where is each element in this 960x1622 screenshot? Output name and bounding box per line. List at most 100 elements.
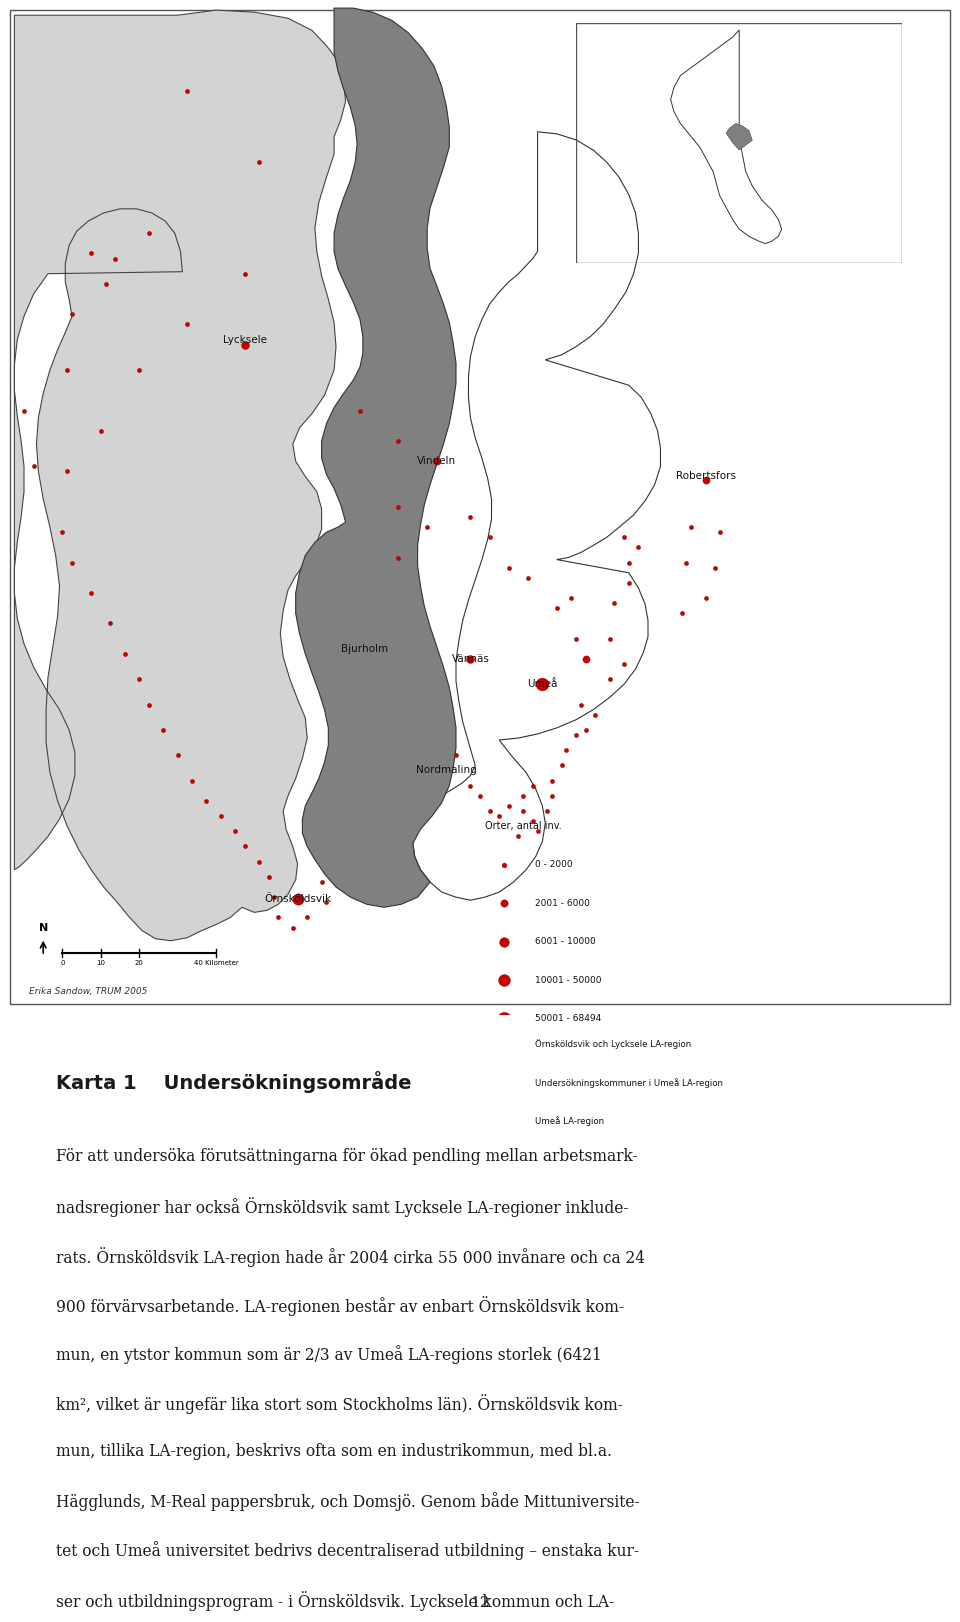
Text: N: N <box>38 923 48 933</box>
Point <box>252 149 267 175</box>
Point <box>319 889 334 915</box>
Text: 40 Kilometer: 40 Kilometer <box>194 960 238 967</box>
Point <box>535 672 550 697</box>
Point <box>314 869 329 895</box>
Text: 2001 - 6000: 2001 - 6000 <box>535 899 589 908</box>
Point <box>237 261 252 287</box>
Point <box>184 767 200 793</box>
Text: 12: 12 <box>470 1596 490 1611</box>
Text: 50001 - 68494: 50001 - 68494 <box>535 1014 601 1023</box>
Point <box>429 448 444 474</box>
Point <box>132 667 147 693</box>
Point <box>544 767 560 793</box>
Polygon shape <box>671 29 781 243</box>
Point <box>602 626 617 652</box>
Point <box>26 453 41 478</box>
Point <box>501 793 516 819</box>
Text: Karta 1    Undersökningsområde: Karta 1 Undersökningsområde <box>56 1072 411 1093</box>
Point <box>463 504 478 530</box>
Point <box>420 514 435 540</box>
Point <box>568 722 584 748</box>
Point <box>712 519 728 545</box>
Text: Umeå: Umeå <box>527 680 558 689</box>
Point <box>93 418 108 444</box>
Point <box>621 569 636 595</box>
Point <box>237 331 252 357</box>
Point <box>290 886 305 912</box>
Point <box>501 555 516 581</box>
Point <box>391 545 406 571</box>
Text: Örnsköldsvik och Lycksele LA-region: Örnsköldsvik och Lycksele LA-region <box>535 1040 691 1049</box>
Text: 6001 - 10000: 6001 - 10000 <box>535 938 595 946</box>
Point <box>391 493 406 519</box>
Point <box>511 824 526 850</box>
Point <box>228 817 243 843</box>
Text: Vindeln: Vindeln <box>418 456 456 466</box>
Point <box>60 357 75 383</box>
Point <box>352 397 368 423</box>
Point <box>684 514 699 540</box>
Point <box>525 808 540 834</box>
Point <box>199 788 214 814</box>
Point <box>520 564 536 590</box>
Point <box>156 717 171 743</box>
Point <box>64 550 80 576</box>
Point <box>132 357 147 383</box>
Point <box>698 467 713 493</box>
Text: Vännäs: Vännäs <box>451 654 490 663</box>
Point <box>16 397 32 423</box>
Text: För att undersöka förutsättningarna för ökad pendling mellan arbetsmark-: För att undersöka förutsättningarna för … <box>56 1148 637 1165</box>
Polygon shape <box>14 10 346 941</box>
Point <box>544 783 560 809</box>
Point <box>448 743 464 769</box>
Point <box>84 240 99 266</box>
Text: 0 - 2000: 0 - 2000 <box>535 860 572 869</box>
Point <box>492 803 507 829</box>
Text: Bjurholm: Bjurholm <box>341 644 389 654</box>
Point <box>549 595 564 621</box>
Point <box>621 550 636 576</box>
Text: Umeå LA-region: Umeå LA-region <box>535 1116 604 1126</box>
Text: Erika Sandow, TRUM 2005: Erika Sandow, TRUM 2005 <box>29 986 147 996</box>
Point <box>261 865 276 890</box>
Text: 900 förvärvsarbetande. LA-regionen består av enbart Örnsköldsvik kom-: 900 förvärvsarbetande. LA-regionen bestå… <box>56 1296 624 1315</box>
Text: 0: 0 <box>60 960 64 967</box>
Text: tet och Umeå universitet bedrivs decentraliserad utbildning – enstaka kur-: tet och Umeå universitet bedrivs decentr… <box>56 1541 638 1560</box>
Point <box>482 524 497 550</box>
Point <box>237 834 252 860</box>
Point <box>285 915 300 941</box>
Point <box>266 884 281 910</box>
Point <box>180 311 195 337</box>
Text: Orter, antal inv.: Orter, antal inv. <box>485 821 562 830</box>
Point <box>98 271 113 297</box>
Point <box>588 702 603 728</box>
Text: Nordmaling: Nordmaling <box>416 766 477 775</box>
Point <box>516 798 531 824</box>
Point <box>463 772 478 798</box>
Text: rats. Örnsköldsvik LA-region hade år 2004 cirka 55 000 invånare och ca 24: rats. Örnsköldsvik LA-region hade år 200… <box>56 1247 645 1267</box>
Point <box>496 890 512 916</box>
Point <box>674 600 689 626</box>
Point <box>602 667 617 693</box>
Bar <box>492 1035 523 1056</box>
Point <box>60 459 75 485</box>
Text: 10001 - 50000: 10001 - 50000 <box>535 976 601 985</box>
Polygon shape <box>726 123 753 149</box>
Text: 20: 20 <box>134 960 144 967</box>
Text: Lycksele: Lycksele <box>223 334 267 344</box>
Text: ser och utbildningsprogram - i Örnsköldsvik. Lycksele kommun och LA-: ser och utbildningsprogram - i Örnskölds… <box>56 1591 614 1611</box>
Bar <box>492 1111 523 1134</box>
Point <box>573 691 588 717</box>
Point <box>516 783 531 809</box>
Text: mun, tillika LA-region, beskrivs ofta som en industrikommun, med bl.a.: mun, tillika LA-region, beskrivs ofta so… <box>56 1444 612 1460</box>
Point <box>482 798 497 824</box>
Point <box>708 555 723 581</box>
Point <box>698 586 713 611</box>
Point <box>530 817 545 843</box>
Text: nadsregioner har också Örnsköldsvik samt Lycksele LA-regioner inklude-: nadsregioner har också Örnsköldsvik samt… <box>56 1197 628 1218</box>
Point <box>564 586 579 611</box>
Point <box>141 221 156 247</box>
Point <box>84 581 99 607</box>
Text: Undersökningskommuner i Umeå LA-region: Undersökningskommuner i Umeå LA-region <box>535 1077 723 1088</box>
Point <box>472 783 488 809</box>
